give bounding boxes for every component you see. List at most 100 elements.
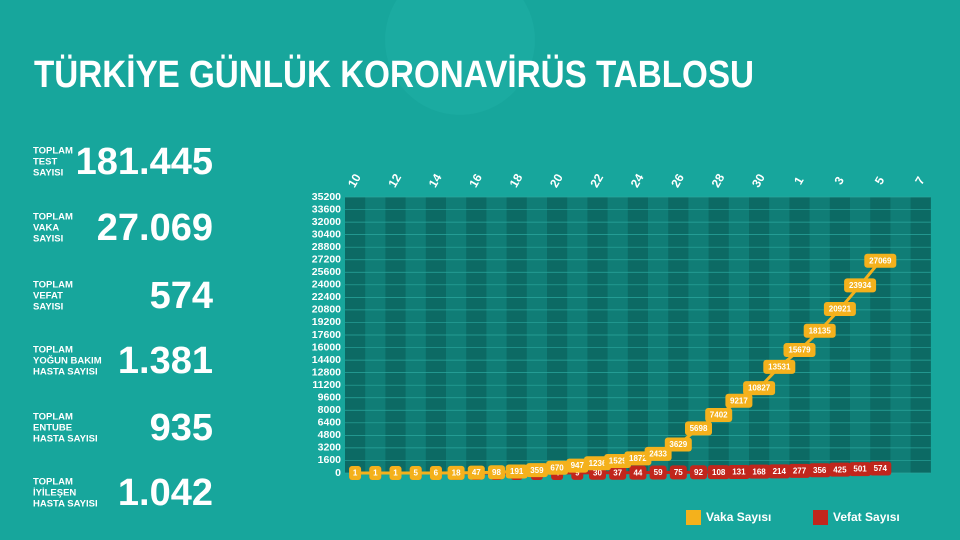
x-tick-label: 18: [507, 171, 526, 190]
y-tick-label: 12800: [312, 366, 341, 378]
x-tick-label: 22: [587, 171, 606, 190]
data-label: 5698: [690, 424, 708, 433]
data-point: [429, 465, 442, 480]
data-label: 44: [633, 468, 642, 477]
data-label: 23934: [849, 281, 872, 290]
data-label: 1236: [589, 459, 607, 468]
stat-label: YOĞUN BAKIM: [33, 355, 102, 367]
data-point: [488, 465, 505, 480]
x-tick-label: 16: [466, 171, 485, 190]
data-label: 574: [874, 464, 888, 473]
data-point: [748, 464, 771, 479]
data-point: [369, 465, 382, 480]
y-tick-label: 4800: [318, 429, 342, 441]
y-tick-label: 16000: [312, 341, 341, 353]
y-tick-label: 30400: [312, 228, 341, 240]
data-label: 214: [773, 467, 787, 476]
stat-label: TOPLAM: [33, 146, 73, 157]
data-label: 7402: [710, 411, 728, 420]
virus-decoration: [385, 0, 535, 115]
y-tick-label: 20800: [312, 304, 341, 316]
data-label: 13531: [768, 363, 791, 372]
data-label: 98: [492, 468, 501, 477]
data-label: 168: [752, 467, 766, 476]
data-label: 1: [373, 469, 378, 478]
data-point: [505, 464, 528, 479]
data-point: [669, 465, 687, 480]
data-label: 359: [530, 466, 544, 475]
data-point: [823, 301, 856, 316]
stat-value: 181.445: [76, 141, 213, 183]
stat-label: HASTA SAYISI: [33, 499, 98, 510]
stat-label: ENTUBE: [33, 423, 72, 434]
stat-value: 1.381: [118, 340, 213, 382]
y-tick-label: 14400: [312, 354, 341, 366]
data-point: [743, 381, 776, 396]
stat-value: 574: [150, 275, 213, 317]
x-tick-label: 24: [628, 171, 647, 190]
stat-label: HASTA SAYISI: [33, 434, 98, 445]
y-tick-label: 11200: [312, 379, 341, 391]
y-tick-label: 28800: [312, 241, 341, 253]
x-tick-label: 26: [668, 171, 687, 190]
data-label: 37: [613, 468, 622, 477]
data-label: 92: [694, 468, 703, 477]
data-label: 9: [575, 469, 580, 478]
data-label: 30: [593, 468, 602, 477]
y-tick-label: 9600: [318, 392, 342, 404]
stat-label: TEST: [33, 157, 57, 168]
data-point: [808, 463, 831, 478]
data-label: 108: [712, 468, 726, 477]
y-tick-label: 33600: [312, 203, 341, 215]
y-tick-label: 35200: [312, 191, 341, 203]
data-point: [649, 465, 667, 480]
data-point: [727, 464, 750, 479]
data-label: 501: [853, 465, 867, 474]
data-label: 1529: [609, 457, 627, 466]
stat-label: TOPLAM: [33, 280, 73, 291]
data-point: [409, 465, 422, 480]
data-label: 947: [571, 461, 585, 470]
legend-label: Vefat Sayısı: [833, 510, 900, 524]
data-label: 131: [732, 468, 746, 477]
data-point: [566, 458, 589, 473]
stat-label: TOPLAM: [33, 212, 73, 223]
data-label: 1: [353, 469, 358, 478]
y-tick-label: 19200: [312, 316, 341, 328]
data-point: [389, 465, 402, 480]
data-point: [849, 462, 872, 477]
stat-label: SAYISI: [33, 302, 63, 313]
data-point: [725, 393, 753, 408]
y-tick-label: 0: [335, 467, 341, 479]
data-point: [783, 343, 816, 358]
data-point: [664, 437, 692, 452]
data-point: [763, 359, 796, 374]
data-point: [629, 465, 647, 480]
data-label: 277: [793, 466, 807, 475]
y-tick-label: 22400: [312, 291, 341, 303]
data-label: 356: [813, 466, 827, 475]
data-point: [546, 460, 569, 475]
data-point: [864, 253, 897, 268]
stat-label: HASTA SAYISI: [33, 367, 98, 378]
stat-label: VAKA: [33, 223, 59, 234]
x-tick-label: 14: [426, 171, 445, 190]
data-label: 1: [393, 469, 398, 478]
data-point: [828, 462, 851, 477]
data-point: [644, 446, 672, 461]
data-label: 6: [434, 469, 439, 478]
y-tick-label: 1600: [318, 454, 342, 466]
stat-label: SAYISI: [33, 234, 63, 245]
stat-value: 935: [150, 407, 213, 449]
x-tick-label: 28: [709, 171, 728, 190]
stat-label: TOPLAM: [33, 345, 73, 356]
data-label: 59: [654, 468, 663, 477]
x-tick-label: 10: [345, 171, 364, 190]
data-point: [705, 407, 733, 422]
stat-label: İYİLEŞEN: [33, 488, 76, 499]
data-label: 670: [550, 463, 564, 472]
data-label: 3629: [669, 440, 687, 449]
page-title: TÜRKİYE GÜNLÜK KORONAVİRÜS TABLOSU: [34, 53, 754, 96]
